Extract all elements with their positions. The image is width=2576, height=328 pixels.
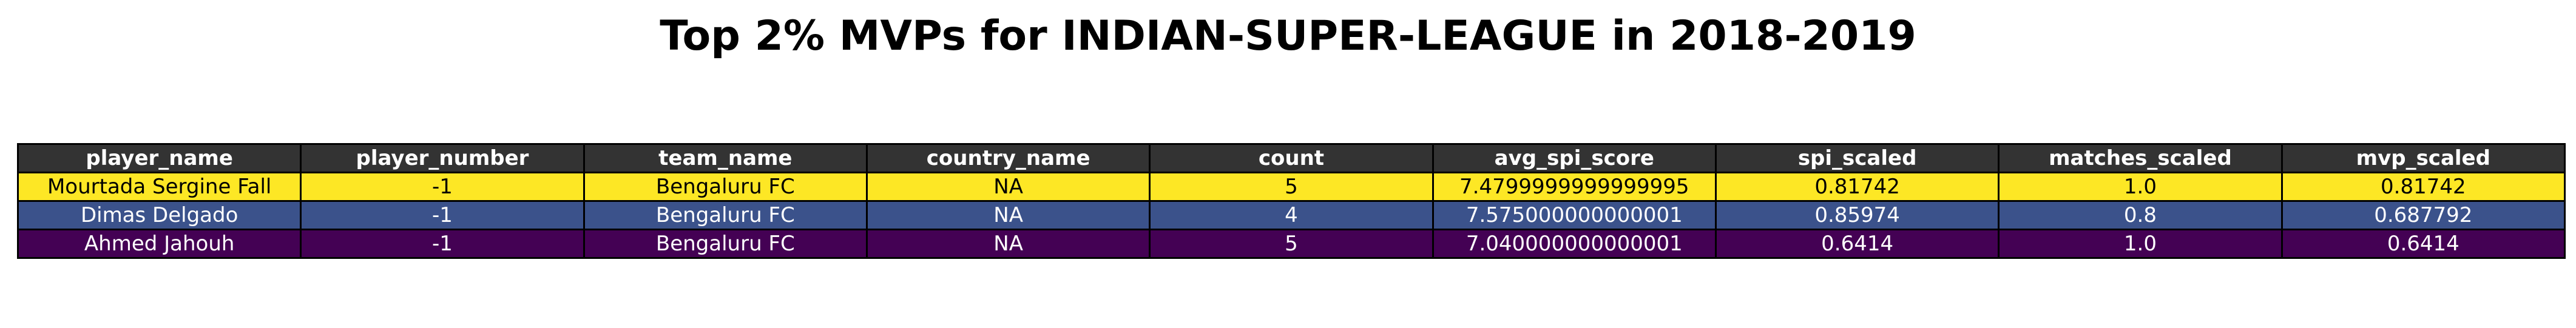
table-cell: 0.81742 — [1714, 172, 2000, 202]
table-cell: Ahmed Jahouh — [16, 229, 302, 259]
table-cell: NA — [865, 200, 1151, 230]
table-cell: Bengaluru FC — [583, 200, 868, 230]
table-cell: 5 — [1149, 172, 1434, 202]
table-cell: Dimas Delgado — [16, 200, 302, 230]
column-header: player_number — [300, 143, 585, 173]
column-header: avg_spi_score — [1432, 143, 1717, 173]
column-header: team_name — [583, 143, 868, 173]
table-cell: -1 — [300, 172, 585, 202]
table-row: Ahmed Jahouh -1 Bengaluru FC NA 5 7.0400… — [16, 229, 2566, 259]
table-cell: 7.4799999999999995 — [1432, 172, 1717, 202]
table-row: Mourtada Sergine Fall -1 Bengaluru FC NA… — [16, 172, 2566, 202]
table-cell: NA — [865, 172, 1151, 202]
column-header: spi_scaled — [1714, 143, 2000, 173]
table-cell: 0.6414 — [1714, 229, 2000, 259]
table-cell: -1 — [300, 200, 585, 230]
table-cell: Bengaluru FC — [583, 172, 868, 202]
column-header: matches_scaled — [1998, 143, 2283, 173]
table-row: Dimas Delgado -1 Bengaluru FC NA 4 7.575… — [16, 200, 2566, 230]
table-cell: 0.6414 — [2280, 229, 2566, 259]
table-cell: Bengaluru FC — [583, 229, 868, 259]
table-cell: 4 — [1149, 200, 1434, 230]
table-cell: 7.575000000000001 — [1432, 200, 1717, 230]
table-cell: 7.040000000000001 — [1432, 229, 1717, 259]
table-cell: 0.85974 — [1714, 200, 2000, 230]
table-header-row: player_name player_number team_name coun… — [16, 143, 2566, 173]
table-cell: -1 — [300, 229, 585, 259]
column-header: mvp_scaled — [2280, 143, 2566, 173]
table-cell: 1.0 — [1998, 172, 2283, 202]
table-cell: 0.687792 — [2280, 200, 2566, 230]
chart-title: Top 2% MVPs for INDIAN-SUPER-LEAGUE in 2… — [660, 12, 1916, 60]
column-header: country_name — [865, 143, 1151, 173]
table-cell: 0.8 — [1998, 200, 2283, 230]
column-header: player_name — [16, 143, 302, 173]
table-cell: 0.81742 — [2280, 172, 2566, 202]
table-cell: 5 — [1149, 229, 1434, 259]
table-cell: 1.0 — [1998, 229, 2283, 259]
table-cell: NA — [865, 229, 1151, 259]
table-cell: Mourtada Sergine Fall — [16, 172, 302, 202]
column-header: count — [1149, 143, 1434, 173]
mvp-table: player_name player_number team_name coun… — [16, 143, 2566, 259]
